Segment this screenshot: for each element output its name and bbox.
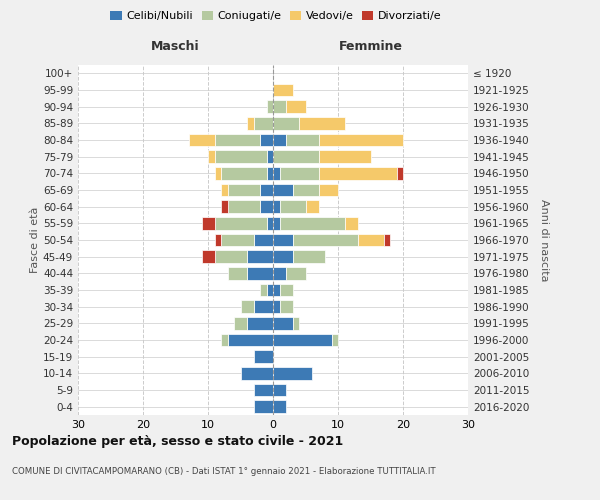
Bar [319, 134, 403, 146]
Bar [241, 300, 254, 313]
Bar [254, 350, 273, 363]
Bar [273, 184, 293, 196]
Bar [260, 184, 273, 196]
Bar [266, 167, 273, 179]
Bar [260, 200, 273, 213]
Bar [227, 334, 273, 346]
Bar [273, 234, 293, 246]
Bar [221, 200, 227, 213]
Bar [254, 300, 273, 313]
Bar [397, 167, 403, 179]
Bar [234, 317, 247, 330]
Bar [273, 217, 280, 230]
Bar [280, 284, 293, 296]
Bar [221, 334, 227, 346]
Bar [254, 117, 273, 130]
Bar [273, 384, 286, 396]
Bar [260, 134, 273, 146]
Bar [286, 134, 319, 146]
Bar [280, 300, 293, 313]
Bar [280, 200, 305, 213]
Bar [260, 284, 266, 296]
Bar [247, 317, 273, 330]
Bar [273, 84, 293, 96]
Bar [293, 317, 299, 330]
Bar [221, 234, 254, 246]
Bar [266, 217, 273, 230]
Bar [188, 134, 215, 146]
Bar [273, 250, 293, 263]
Bar [299, 117, 344, 130]
Bar [286, 267, 305, 280]
Bar [319, 184, 338, 196]
Bar [273, 167, 280, 179]
Y-axis label: Anni di nascita: Anni di nascita [539, 198, 549, 281]
Bar [319, 167, 397, 179]
Bar [319, 150, 371, 163]
Bar [266, 100, 273, 113]
Bar [273, 134, 286, 146]
Bar [254, 384, 273, 396]
Bar [247, 267, 273, 280]
Bar [293, 250, 325, 263]
Bar [215, 167, 221, 179]
Bar [273, 367, 312, 380]
Bar [266, 150, 273, 163]
Bar [293, 234, 358, 246]
Bar [215, 150, 266, 163]
Bar [344, 217, 358, 230]
Bar [293, 184, 319, 196]
Bar [280, 167, 319, 179]
Bar [254, 400, 273, 413]
Bar [215, 217, 266, 230]
Text: Popolazione per età, sesso e stato civile - 2021: Popolazione per età, sesso e stato civil… [12, 435, 343, 448]
Bar [358, 234, 383, 246]
Bar [215, 234, 221, 246]
Bar [254, 234, 273, 246]
Bar [273, 317, 293, 330]
Bar [215, 250, 247, 263]
Bar [273, 100, 286, 113]
Bar [273, 334, 331, 346]
Bar [273, 150, 319, 163]
Bar [383, 234, 390, 246]
Bar [208, 150, 215, 163]
Text: COMUNE DI CIVITACAMPOMARANO (CB) - Dati ISTAT 1° gennaio 2021 - Elaborazione TUT: COMUNE DI CIVITACAMPOMARANO (CB) - Dati … [12, 468, 436, 476]
Bar [331, 334, 338, 346]
Bar [221, 167, 266, 179]
Text: Femmine: Femmine [338, 40, 403, 54]
Bar [247, 117, 254, 130]
Bar [273, 300, 280, 313]
Bar [266, 284, 273, 296]
Bar [202, 250, 215, 263]
Bar [227, 200, 260, 213]
Bar [286, 100, 305, 113]
Legend: Celibi/Nubili, Coniugati/e, Vedovi/e, Divorziati/e: Celibi/Nubili, Coniugati/e, Vedovi/e, Di… [106, 6, 446, 26]
Y-axis label: Fasce di età: Fasce di età [30, 207, 40, 273]
Bar [221, 184, 227, 196]
Bar [241, 367, 273, 380]
Bar [280, 217, 344, 230]
Bar [273, 284, 280, 296]
Bar [273, 400, 286, 413]
Bar [273, 117, 299, 130]
Bar [273, 267, 286, 280]
Bar [227, 267, 247, 280]
Bar [227, 184, 260, 196]
Bar [273, 200, 280, 213]
Bar [202, 217, 215, 230]
Bar [247, 250, 273, 263]
Bar [305, 200, 319, 213]
Bar [215, 134, 260, 146]
Text: Maschi: Maschi [151, 40, 200, 54]
